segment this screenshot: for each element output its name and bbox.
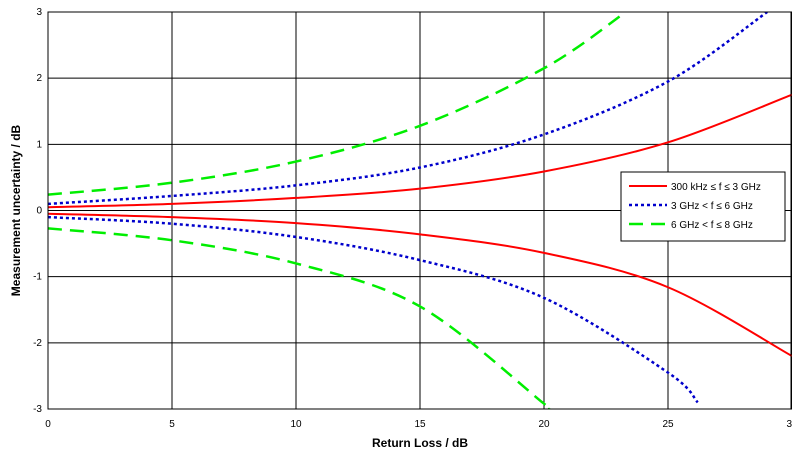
legend-label: 3 GHz < f ≤ 6 GHz (671, 201, 753, 212)
tick-labels: 0 5 10 15 20 25 3 -3 -2 -1 0 1 2 3 (33, 7, 792, 430)
y-tick-label: -3 (33, 404, 42, 415)
legend-label: 6 GHz < f ≤ 8 GHz (671, 220, 753, 231)
y-tick-label: 2 (36, 73, 42, 84)
x-tick-label: 15 (414, 419, 426, 430)
legend-items: 300 kHz ≤ f ≤ 3 GHz 3 GHz < f ≤ 6 GHz 6 GH… (629, 182, 761, 231)
x-tick-label: 10 (290, 419, 302, 430)
y-axis-title: Measurement uncertainty / dB (9, 124, 23, 296)
x-tick-label: 25 (662, 419, 674, 430)
series-2-upper-line (48, 12, 768, 206)
legend-box (620, 171, 786, 242)
series-1-upper-line (48, 93, 792, 209)
x-tick-label: 20 (538, 419, 550, 430)
series-3-upper-line (48, 12, 627, 196)
y-tick-label: 1 (36, 139, 42, 150)
series-1-lower-line (48, 212, 792, 357)
series-3-lower-line (48, 227, 553, 409)
legend-label: 300 kHz ≤ f ≤ 3 GHz (671, 182, 761, 193)
plot-border (47, 11, 792, 410)
y-tick-label: -2 (33, 338, 42, 349)
y-tick-label: -1 (33, 272, 42, 283)
series-2-lower-line (48, 215, 699, 404)
y-tick-label: 3 (36, 7, 42, 18)
x-tick-label: 0 (45, 419, 51, 430)
y-tick-label: 0 (36, 206, 42, 217)
legend: 300 kHz ≤ f ≤ 3 GHz 3 GHz < f ≤ 6 GHz 6 GH… (620, 171, 786, 242)
series-lines (48, 12, 792, 409)
x-tick-label: 3 (786, 419, 792, 430)
x-axis-title: Return Loss / dB (372, 436, 468, 450)
x-tick-label: 5 (169, 419, 175, 430)
